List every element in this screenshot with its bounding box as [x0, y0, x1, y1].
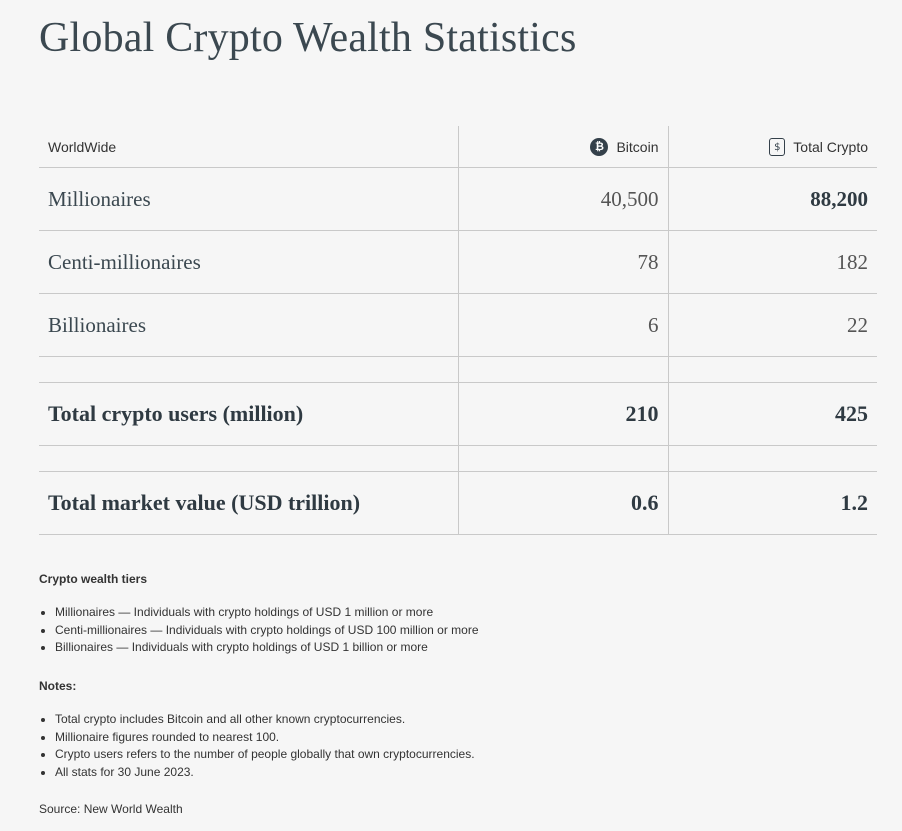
list-item: Millionaire figures rounded to nearest 1… [55, 729, 475, 747]
bitcoin-icon: ₿ [590, 137, 609, 156]
tiers-section: Crypto wealth tiers Millionaires — Indiv… [39, 572, 479, 657]
row-bitcoin-value: 6 [458, 293, 668, 357]
table-row: Millionaires 40,500 88,200 [39, 167, 877, 231]
row-bitcoin-value: 40,500 [458, 167, 668, 231]
header-total-crypto: $ Total Crypto [667, 126, 877, 168]
page-title: Global Crypto Wealth Statistics [39, 15, 577, 61]
users-bitcoin-value: 210 [458, 382, 668, 446]
market-total-value: 1.2 [667, 471, 877, 535]
total-market-row: Total market value (USD trillion) 0.6 1.… [39, 471, 877, 535]
list-item: All stats for 30 June 2023. [55, 764, 475, 782]
crypto-coin-icon: $ [769, 138, 786, 157]
header-bitcoin-label: Bitcoin [616, 138, 659, 155]
row-label: Millionaires [39, 167, 459, 231]
list-item: Billionaires — Individuals with crypto h… [55, 639, 479, 657]
list-item: Centi-millionaires — Individuals with cr… [55, 622, 479, 640]
users-total-value: 425 [667, 382, 877, 446]
table-row: Billionaires 6 22 [39, 293, 877, 357]
spacer-row [39, 356, 877, 383]
header-total-label: Total Crypto [793, 139, 868, 156]
tiers-list: Millionaires — Individuals with crypto h… [39, 604, 479, 657]
notes-list: Total crypto includes Bitcoin and all ot… [39, 711, 475, 781]
spacer-row [39, 445, 877, 472]
notes-section: Notes: Total crypto includes Bitcoin and… [39, 679, 475, 781]
row-total-value: 22 [667, 293, 877, 357]
table-header-row: WorldWide ₿ Bitcoin $ Total Crypto [39, 126, 877, 168]
tiers-heading: Crypto wealth tiers [39, 572, 148, 586]
list-item: Total crypto includes Bitcoin and all ot… [55, 711, 475, 729]
market-label: Total market value (USD trillion) [39, 471, 459, 535]
row-label: Billionaires [39, 293, 459, 357]
market-bitcoin-value: 0.6 [458, 471, 668, 535]
list-item: Crypto users refers to the number of peo… [55, 746, 475, 764]
table-row: Centi-millionaires 78 182 [39, 230, 877, 294]
total-users-row: Total crypto users (million) 210 425 [39, 382, 877, 446]
notes-heading: Notes: [39, 679, 77, 693]
row-label: Centi-millionaires [39, 230, 459, 294]
users-label: Total crypto users (million) [39, 382, 459, 446]
row-total-value: 88,200 [667, 167, 877, 231]
header-worldwide: WorldWide [39, 126, 459, 168]
row-bitcoin-value: 78 [458, 230, 668, 294]
source-note: Source: New World Wealth [39, 802, 183, 816]
list-item: Millionaires — Individuals with crypto h… [55, 604, 479, 622]
crypto-stats-table: WorldWide ₿ Bitcoin $ Total Crypto Milli… [39, 126, 877, 535]
row-total-value: 182 [667, 230, 877, 294]
header-bitcoin: ₿ Bitcoin [458, 126, 668, 168]
